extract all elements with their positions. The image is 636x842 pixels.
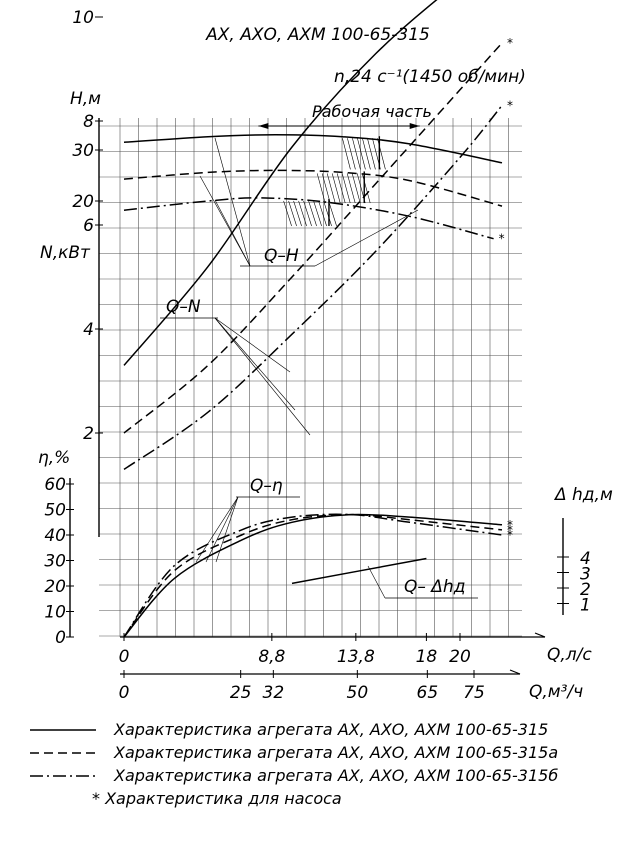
h-axis-tick-label: 20 [72,192,94,212]
dh-axis-tick-label: 1 [580,596,591,616]
x-axis-tick-label: 20 [449,647,471,667]
chart-subtitle: n,24 c⁻¹(1450 об/мин) [334,67,526,87]
pump-mark: * [507,518,513,532]
eta-axis-tick-label: 40 [44,526,66,546]
dh-axis-label: Δ hд,м [553,485,613,505]
pump-mark: * [499,232,505,246]
eta-axis-tick-label: 20 [44,577,66,597]
dh-axis-tick-label: 4 [580,549,591,569]
legend-text-dashdot: Характеристика агрегата АХ, АХО, АХМ 100… [113,766,558,785]
qh-label-group: Q–H [199,137,419,267]
x2-axis-tick-label: 0 [119,683,130,703]
qh-curve-dashed [123,169,503,207]
qeta-curve-solid [123,513,503,638]
n-axis-tick-label: 6 [83,216,94,236]
qn-curve-dashed [123,42,503,434]
x2-axis-arrow [509,669,521,675]
pump-mark: * [507,36,513,50]
pump-marks: ******* [499,36,513,542]
legend: Характеристика агрегата АХ, АХО, АХМ 100… [30,720,558,808]
x-axis-tick-label: 0 [119,647,130,667]
qn-label: Q–N [166,297,201,317]
pump-mark: * [507,523,513,537]
pump-mark: * [507,98,513,112]
x2-axis-tick-label: 65 [417,683,439,703]
grid [99,118,522,637]
footnote: * Характеристика для насоса [92,789,342,808]
legend-text-dashed: Характеристика агрегата АХ, АХО, АХМ 100… [113,743,558,762]
working-range: Рабочая часть [258,102,432,129]
qdh-label-group: Q– Δhд [367,565,478,599]
n-axis-tick-label: 8 [83,112,94,132]
x2-axis-tick-label: 32 [263,683,285,703]
eta-axis-tick-label: 50 [44,501,66,521]
x-axis-label: Q,л/с [547,645,592,665]
n-axis-label: N,кВт [40,243,91,263]
qeta-curve-dash-dot [123,513,503,638]
eta-axis-tick-label: 60 [44,475,66,495]
curves [123,0,503,638]
eta-axis-tick-label: 30 [44,552,66,572]
qeta-label: Q–η [250,476,283,496]
chart-title: АХ, АХО, АХМ 100-65-315 [205,25,430,45]
h-axis-label: H,м [70,89,101,109]
qeta-curve-dashed [123,513,503,638]
x2-axis-tick-label: 75 [463,683,485,703]
working-range-hatching [283,136,386,227]
qdh-label: Q– Δhд [404,577,465,597]
qdh-curve [291,557,427,585]
qh-curve-solid [123,133,503,164]
working-range-label: Рабочая часть [312,102,432,121]
legend-text-solid: Характеристика агрегата АХ, АХО, АХМ 100… [113,720,548,739]
qeta-label-group: Q–η [195,476,300,563]
eta-axis-tick-label: 10 [44,603,66,623]
qh-curve-dash-dot [123,197,494,240]
n-axis-tick-label: 4 [83,320,94,340]
x-axis-tick-label: 13,8 [337,647,375,667]
x2-axis-tick-label: 50 [347,683,369,703]
qn-curve-dash-dot [123,104,503,471]
h-axis-tick-label: 30 [72,141,94,161]
x-axis-arrow [534,632,546,638]
eta-axis-label: η,% [38,448,70,468]
qh-label: Q–H [264,246,299,266]
n-axis-tick-label: 2 [83,424,94,444]
x-axis-tick-label: 18 [416,647,438,667]
eta-axis-tick-label: 0 [55,628,66,648]
x2-axis-label: Q,м³/ч [529,682,583,702]
x-axis-tick-label: 8,8 [258,647,285,667]
dh-axis-tick-label: 2 [580,580,591,600]
pump-mark: * [507,528,513,542]
qn-label-group: Q–N [160,297,311,436]
qn-curve-solid [123,0,438,366]
x2-axis-tick-label: 25 [230,683,252,703]
n-axis-tick-label: 10 [72,8,94,28]
dh-axis-tick-label: 3 [580,565,591,585]
